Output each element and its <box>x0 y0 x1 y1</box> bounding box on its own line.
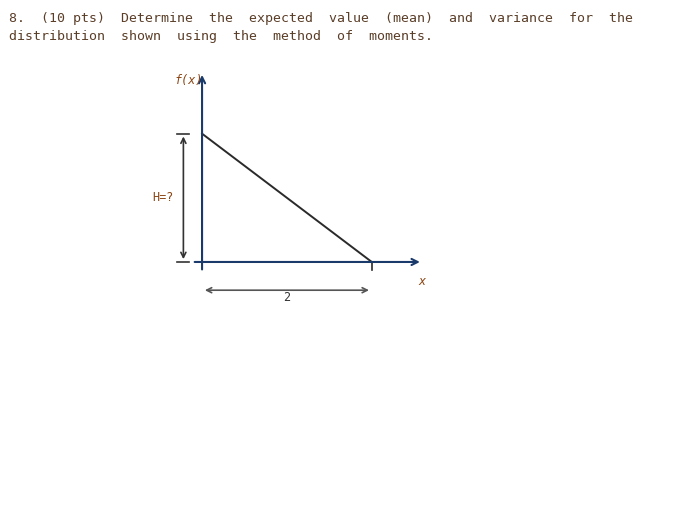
Text: H=?: H=? <box>152 191 173 204</box>
Text: distribution  shown  using  the  method  of  moments.: distribution shown using the method of m… <box>9 30 433 43</box>
Text: 2: 2 <box>283 291 291 304</box>
Text: f(x): f(x) <box>175 75 203 87</box>
Text: x: x <box>418 275 425 288</box>
Text: 8.  (10 pts)  Determine  the  expected  value  (mean)  and  variance  for  the: 8. (10 pts) Determine the expected value… <box>9 12 633 25</box>
